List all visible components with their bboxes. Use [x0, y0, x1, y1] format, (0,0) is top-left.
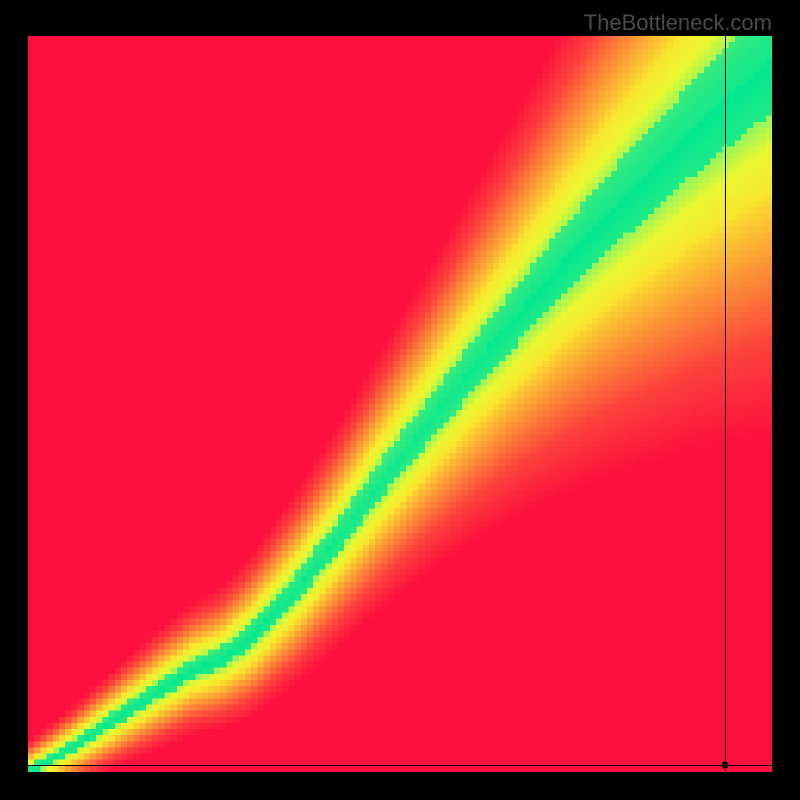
heatmap-plot-area [28, 36, 772, 772]
crosshair-marker-dot [722, 761, 729, 768]
watermark-text: TheBottleneck.com [584, 10, 772, 36]
heatmap-canvas [28, 36, 772, 772]
crosshair-horizontal-line [28, 765, 772, 766]
crosshair-vertical-line [725, 36, 726, 772]
